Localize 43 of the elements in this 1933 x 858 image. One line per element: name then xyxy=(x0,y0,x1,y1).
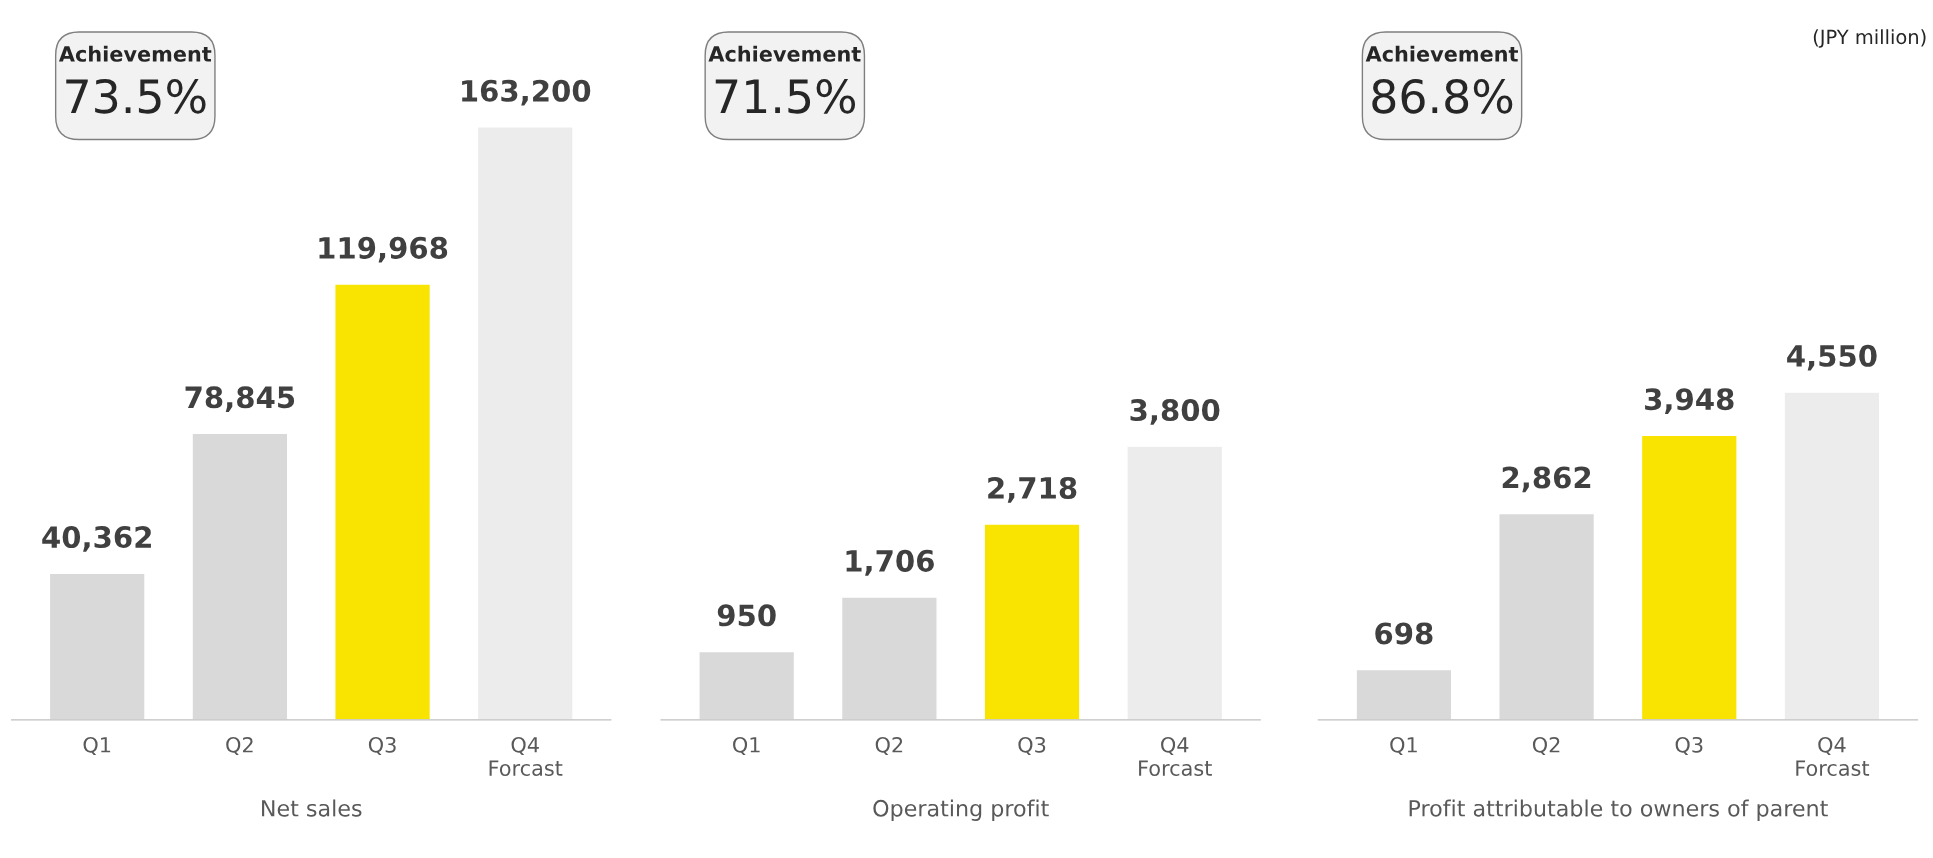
bar xyxy=(1126,446,1224,720)
bar xyxy=(476,126,574,720)
data-label: 2,718 xyxy=(988,476,1077,503)
x-tick-label: Q3 xyxy=(1675,736,1703,756)
x-tick-label: Q3 xyxy=(368,736,396,756)
bar xyxy=(1498,512,1596,720)
x-tick-label: Q2 xyxy=(226,736,253,756)
x-tick-label: Q1 xyxy=(733,736,760,756)
x-tick-label: Q1 xyxy=(1390,736,1417,756)
data-label: 119,968 xyxy=(319,236,448,263)
bar xyxy=(1640,434,1738,720)
text: Achievement 86.8% xyxy=(1365,45,1518,114)
data-label: 163,200 xyxy=(462,79,591,106)
bar xyxy=(191,432,289,720)
x-tick-label: Q1 xyxy=(83,736,111,756)
bar xyxy=(1355,668,1453,720)
text: Achievement 73.5% xyxy=(58,45,212,114)
data-label: 4,550 xyxy=(1787,344,1877,371)
x-tick-label: Q4 Forcast xyxy=(489,736,563,776)
x-axis-title: Net sales xyxy=(262,799,362,817)
text: (JPY million) xyxy=(1813,29,1926,48)
bar xyxy=(983,523,1081,720)
x-tick-label: Q2 xyxy=(1532,736,1560,756)
bar xyxy=(48,572,146,720)
data-label: 3,948 xyxy=(1645,388,1734,414)
x-tick-label: Q3 xyxy=(1018,736,1046,756)
x-axis-title: Operating profit xyxy=(873,799,1049,821)
text: Achievement 71.5% xyxy=(708,45,861,114)
bar xyxy=(1783,391,1881,720)
data-label: 40,362 xyxy=(42,526,151,552)
x-tick-label: Q4 Forcast xyxy=(1796,736,1870,776)
data-label: 2,862 xyxy=(1502,466,1591,493)
x-tick-label: Q4 Forcast xyxy=(1139,736,1212,776)
data-label: 950 xyxy=(717,604,776,627)
x-axis-title: Profit attributable to owners of parent xyxy=(1409,799,1828,821)
bar xyxy=(840,596,938,720)
bar xyxy=(698,650,796,720)
data-label: 78,845 xyxy=(185,386,295,413)
data-label: 3,800 xyxy=(1130,399,1220,425)
data-label: 1,706 xyxy=(846,549,934,576)
bar xyxy=(334,283,432,720)
x-tick-label: Q2 xyxy=(875,736,903,756)
data-label: 698 xyxy=(1375,622,1433,645)
